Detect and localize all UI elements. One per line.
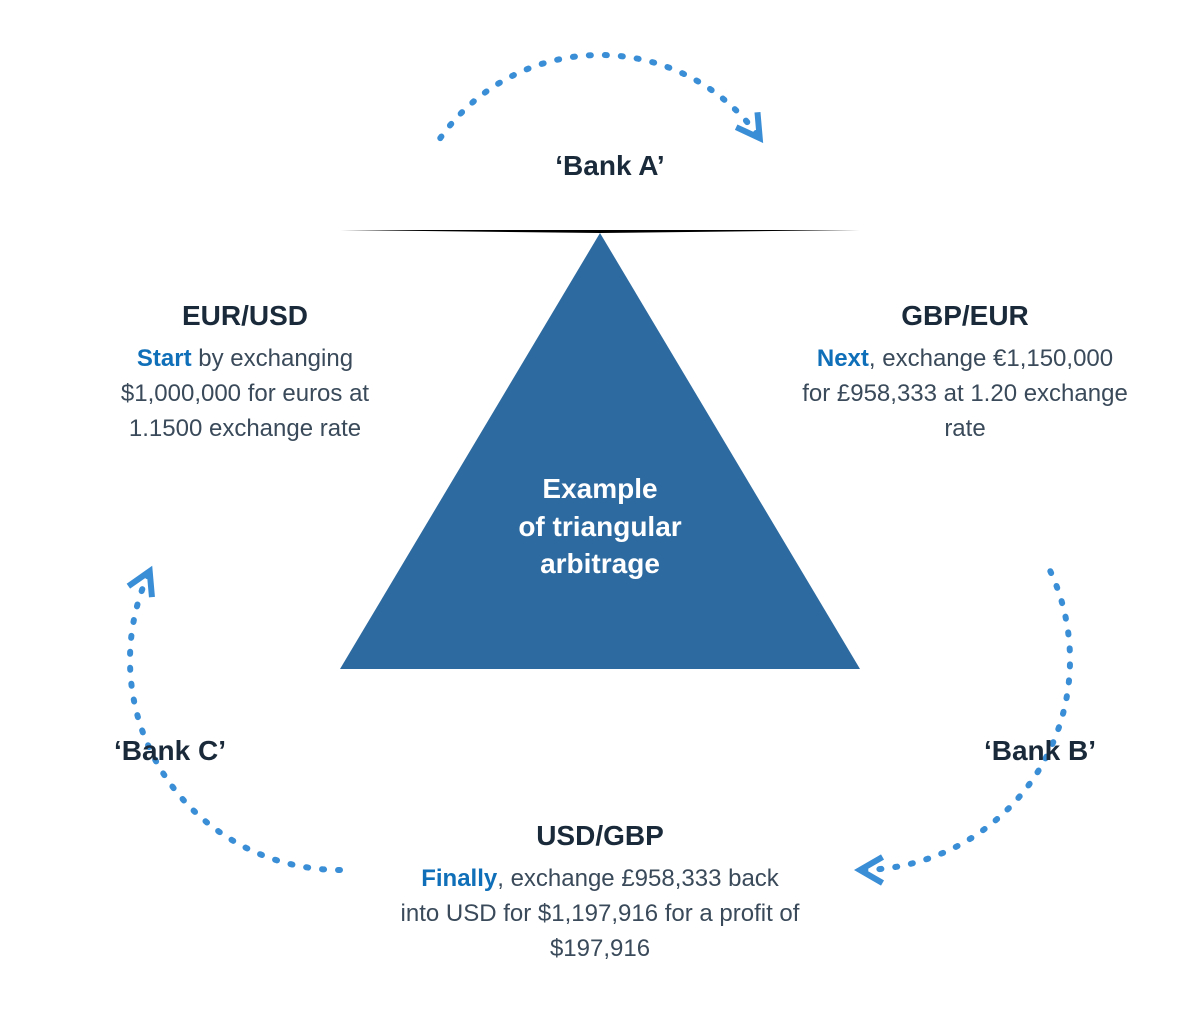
triangle-label-line1: Example (542, 473, 657, 504)
bank-b-label: ‘Bank B’ (940, 735, 1140, 767)
triangle-label: Example of triangular arbitrage (470, 470, 730, 583)
bank-c-label: ‘Bank C’ (70, 735, 270, 767)
bank-a-label: ‘Bank A’ (460, 150, 760, 182)
step-left-block: EUR/USD Start by exchanging $1,000,000 f… (90, 300, 400, 446)
step-left-body: Start by exchanging $1,000,000 for euros… (90, 342, 400, 446)
step-left-title: EUR/USD (90, 300, 400, 332)
step-right-keyword: Next (817, 345, 869, 372)
step-bottom-body: Finally, exchange £958,333 back into USD… (400, 862, 800, 966)
step-bottom-keyword: Finally (421, 865, 497, 892)
step-bottom-block: USD/GBP Finally, exchange £958,333 back … (400, 820, 800, 966)
step-right-title: GBP/EUR (800, 300, 1130, 332)
diagram-canvas: Example of triangular arbitrage ‘Bank A’… (0, 0, 1200, 1024)
triangle-label-line3: arbitrage (540, 548, 660, 579)
step-right-body: Next, exchange €1,150,000 for £958,333 a… (800, 342, 1130, 446)
center-triangle (340, 230, 860, 669)
step-bottom-title: USD/GBP (400, 820, 800, 852)
triangle-label-line2: of triangular (518, 511, 681, 542)
step-right-block: GBP/EUR Next, exchange €1,150,000 for £9… (800, 300, 1130, 446)
step-left-keyword: Start (137, 345, 192, 372)
